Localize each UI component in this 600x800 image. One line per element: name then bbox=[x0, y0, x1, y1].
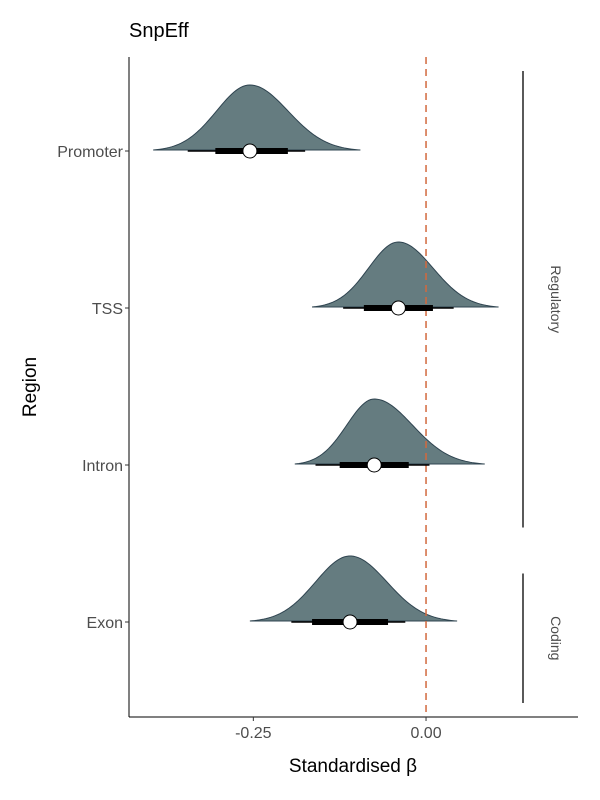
y-tick-label-promoter: Promoter bbox=[57, 144, 123, 161]
y-axis-ticks: Promoter TSS Intron Exon bbox=[57, 144, 129, 632]
y-axis-title: Region bbox=[20, 357, 41, 417]
density-intron bbox=[294, 398, 485, 465]
x-tick-label-0: -0.25 bbox=[235, 725, 272, 742]
y-tick-label-intron: Intron bbox=[82, 458, 123, 475]
median-point-tss bbox=[390, 300, 406, 316]
median-point-exon bbox=[342, 614, 358, 630]
density-tss bbox=[311, 241, 499, 308]
density-promoter bbox=[153, 84, 361, 151]
y-tick-label-tss: TSS bbox=[92, 301, 123, 318]
y-tick-label-exon: Exon bbox=[87, 615, 123, 632]
density-layer bbox=[153, 84, 499, 622]
chart-title: SnpEff bbox=[129, 20, 189, 42]
bracket-label-regulatory: Regulatory bbox=[548, 265, 564, 333]
group-brackets: Regulatory Coding bbox=[522, 71, 564, 703]
x-axis-ticks: -0.25 0.00 bbox=[235, 717, 442, 742]
median-point-intron bbox=[366, 457, 382, 473]
bracket-label-coding: Coding bbox=[548, 616, 564, 660]
median-point-promoter bbox=[242, 143, 258, 159]
density-exon bbox=[249, 555, 458, 622]
interval-layer bbox=[187, 143, 454, 630]
x-tick-label-1: 0.00 bbox=[410, 725, 441, 742]
x-axis-title: Standardised β bbox=[289, 756, 417, 777]
